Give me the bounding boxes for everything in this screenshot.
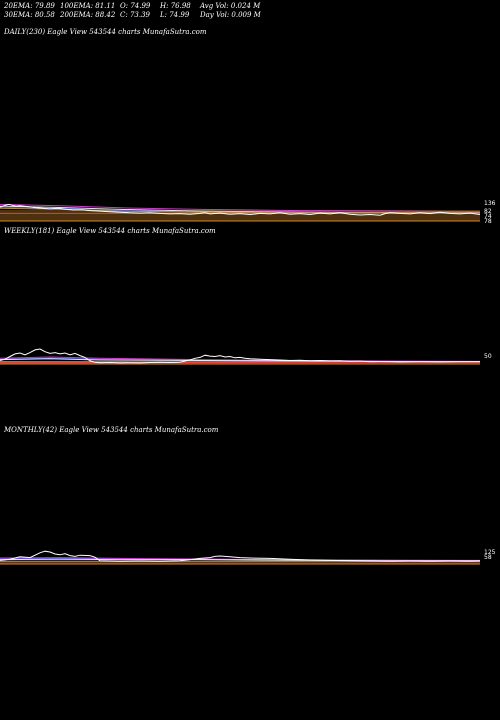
monthly-price-line (0, 550, 481, 562)
avg-vol-value: Avg Vol: 0.024 M (200, 2, 261, 10)
daily-tick-label: 78 (484, 218, 492, 225)
ema30-value: 30EMA: 80.58 (4, 11, 55, 19)
daily-tick-label: 136 (484, 200, 496, 207)
weekly-chart: 50 (0, 348, 492, 365)
weekly-chart-label: WEEKLY(181) Eagle View 543544 charts Mun… (4, 227, 216, 235)
high-value: H: 76.98 (160, 2, 191, 10)
monthly-tick-label: 58 (484, 554, 492, 561)
day-vol-value: Day Vol: 0.009 M (200, 11, 261, 19)
ema20-value: 20EMA: 79.89 (4, 2, 55, 10)
daily-ema-line-3 (0, 207, 481, 214)
weekly-tick-label: 50 (484, 353, 492, 360)
daily-chart-label: DAILY(230) Eagle View 543544 charts Muna… (4, 28, 207, 36)
low-value: L: 74.99 (160, 11, 190, 19)
close-value: C: 73.39 (120, 11, 150, 19)
daily-tick-label: 74 (484, 213, 492, 220)
ema200-value: 200EMA: 88.42 (60, 11, 116, 19)
monthly-support-band (0, 561, 480, 564)
weekly-price-line (0, 348, 480, 364)
daily-support-band (0, 210, 480, 221)
open-value: O: 74.99 (120, 2, 151, 10)
monthly-tick-label: 125 (484, 549, 496, 556)
ema100-value: 100EMA: 81.11 (60, 2, 116, 10)
daily-price-line (0, 203, 481, 216)
daily-ema-line-0 (0, 203, 481, 213)
daily-tick-label: 82 (484, 208, 492, 215)
monthly-chart-label: MONTHLY(42) Eagle View 543544 charts Mun… (4, 426, 219, 434)
monthly-ema-line-1 (0, 557, 481, 561)
